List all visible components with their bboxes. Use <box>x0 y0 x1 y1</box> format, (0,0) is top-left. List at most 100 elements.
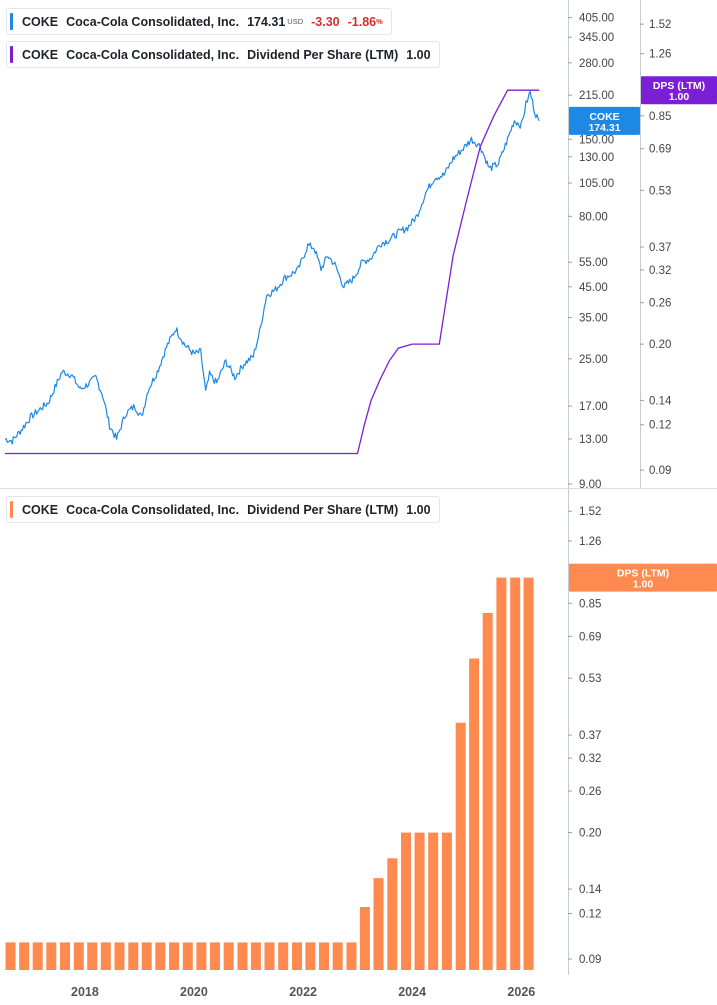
dps-bar <box>346 942 357 970</box>
dps-bottom-value-flag-value: 1.00 <box>633 579 654 591</box>
dps-bottom-tick-label: 1.26 <box>579 536 601 548</box>
dps-bar <box>305 942 316 970</box>
dps-bar <box>141 942 152 970</box>
dps-bottom-tick-label: 0.32 <box>579 753 601 765</box>
price-legend-ticker: COKE <box>22 14 59 29</box>
dps-top-value-flag: DPS (LTM)1.00 <box>641 76 717 105</box>
x-tick-label: 2018 <box>71 985 99 999</box>
dps-bar <box>373 878 384 970</box>
dps-legend-bottom-swatch <box>10 501 13 518</box>
bottom-plot-area <box>5 577 534 970</box>
price-tick-label: 150.00 <box>579 134 614 146</box>
dps-bar <box>250 942 261 970</box>
dps-bar <box>482 612 493 970</box>
dps-bottom-tick-label: 0.09 <box>579 954 601 966</box>
dps-bottom-tick-label: 0.53 <box>579 673 601 685</box>
dps-series-line <box>5 89 540 455</box>
dps-bottom-value-flag-title: DPS (LTM) <box>617 568 669 580</box>
dps-bottom-tick-label: 0.12 <box>579 908 601 920</box>
dps-legend-bottom-name: Coca-Cola Consolidated, Inc. <box>66 502 240 517</box>
price-value-flag-bg <box>569 106 640 135</box>
dps-bar <box>196 942 207 970</box>
dps-bar <box>182 942 193 970</box>
dps-bottom-tick-label: 0.14 <box>579 884 602 896</box>
dps-top-tick-label: 0.53 <box>649 185 671 197</box>
dps-legend-top-value: 1.00 <box>406 47 431 62</box>
dps-bar <box>428 832 439 970</box>
price-series-line <box>4 90 540 445</box>
dps-bar <box>87 942 98 970</box>
dps-legend-top-swatch <box>10 46 13 63</box>
dps-bar <box>114 942 125 970</box>
dps-legend-bottom-ticker: COKE <box>22 502 59 517</box>
dps-bar <box>496 577 507 970</box>
dps-bar <box>523 577 534 970</box>
price-legend-pct-sign: % <box>376 17 383 26</box>
dps-bar <box>332 942 343 970</box>
dps-bar <box>441 832 452 970</box>
dps-bar <box>401 832 411 970</box>
dps-bar <box>32 942 43 970</box>
dps-legend-bottom-metric: Dividend Per Share (LTM) <box>247 502 399 517</box>
axes-layer: 405.00 345.00 280.00 215.00 150.00 130.00 105.… <box>71 13 717 999</box>
dps-top-tick-label: 0.12 <box>649 420 671 432</box>
dps-legend-bottom[interactable]: COKE Coca-Cola Consolidated, Inc. Divide… <box>6 496 440 523</box>
dps-legend-bottom-value: 1.00 <box>406 502 431 517</box>
dps-bar <box>73 942 84 970</box>
dps-top-tick-label: 0.32 <box>649 265 671 277</box>
price-tick-label: 45.00 <box>579 282 608 294</box>
dps-top-tick-label: 0.85 <box>649 111 671 123</box>
dps-bottom-tick-label: 0.69 <box>579 631 601 643</box>
x-tick-label: 2026 <box>507 985 535 999</box>
dps-top-tick-label: 0.26 <box>649 298 671 310</box>
price-tick-label: 35.00 <box>579 313 608 325</box>
dps-bar <box>210 942 220 970</box>
dps-legend-top-name: Coca-Cola Consolidated, Inc. <box>66 47 240 62</box>
dps-bar <box>510 577 521 970</box>
dps-bottom-tick-label: 0.37 <box>579 730 601 742</box>
dps-bottom-value-flag-bg <box>569 563 717 592</box>
top-plot-area <box>4 89 540 455</box>
price-tick-label: 25.00 <box>579 354 608 366</box>
price-legend-change-pct: -1.86 <box>347 14 377 29</box>
dps-bar <box>100 942 111 970</box>
price-tick-label: 215.00 <box>579 90 614 102</box>
price-tick-label: 405.00 <box>579 13 614 25</box>
dps-bar <box>46 942 57 970</box>
price-tick-label: 280.00 <box>579 58 614 70</box>
dps-bar <box>387 858 398 970</box>
price-tick-label: 105.00 <box>579 178 614 190</box>
dps-top-value-flag-title: DPS (LTM) <box>653 80 705 92</box>
price-value-flag-value: 174.31 <box>588 122 620 134</box>
x-tick-label: 2020 <box>180 985 208 999</box>
dps-bar <box>264 942 275 970</box>
dps-bar <box>60 942 70 970</box>
price-tick-label: 55.00 <box>579 257 608 269</box>
dps-bar <box>455 722 466 970</box>
dps-top-tick-label: 0.14 <box>649 395 672 407</box>
dps-bar <box>19 942 30 970</box>
dps-bar <box>359 907 370 970</box>
dps-bar <box>237 942 248 970</box>
price-tick-label: 17.00 <box>579 401 608 413</box>
price-legend-name: Coca-Cola Consolidated, Inc. <box>66 14 240 29</box>
dps-bottom-tick-label: 0.26 <box>579 786 601 798</box>
dps-bar <box>469 658 480 970</box>
price-legend-change: -3.30 <box>311 14 340 29</box>
dps-legend-top-metric: Dividend Per Share (LTM) <box>247 47 399 62</box>
dps-top-tick-label: 1.26 <box>649 49 671 61</box>
dps-bar <box>278 942 289 970</box>
price-tick-label: 80.00 <box>579 211 608 223</box>
price-legend-currency: USD <box>287 17 304 26</box>
dps-top-tick-label: 0.69 <box>649 144 671 156</box>
dps-legend-top[interactable]: COKE Coca-Cola Consolidated, Inc. Divide… <box>6 41 440 68</box>
dps-top-tick-label: 1.52 <box>649 19 671 31</box>
price-legend[interactable]: COKE Coca-Cola Consolidated, Inc. 174.31… <box>6 8 392 35</box>
price-tick-label: 345.00 <box>579 32 614 44</box>
dps-bar <box>155 942 166 970</box>
dps-bottom-tick-label: 0.20 <box>579 828 601 840</box>
dps-legend-top-ticker: COKE <box>22 47 59 62</box>
dps-bottom-tick-label: 1.52 <box>579 506 601 518</box>
